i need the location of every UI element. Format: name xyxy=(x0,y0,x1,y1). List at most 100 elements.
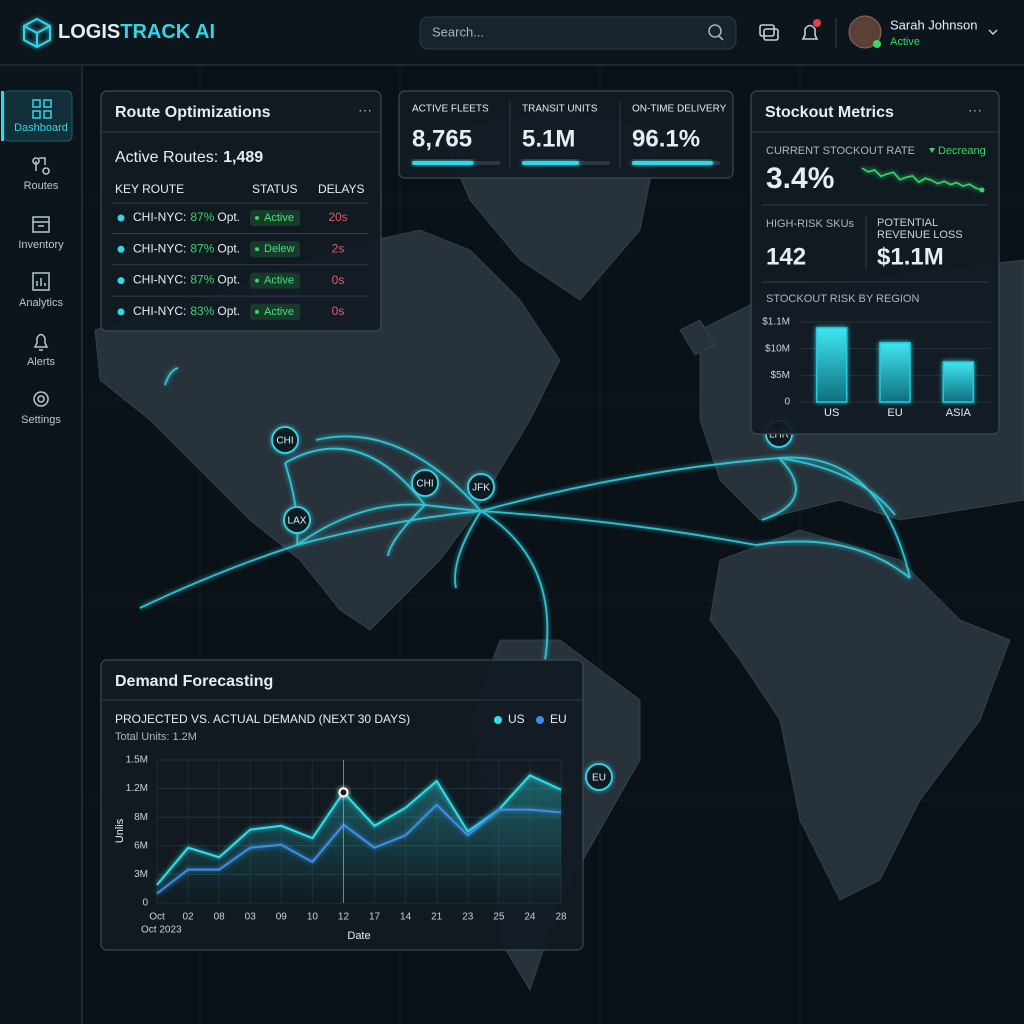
kpi-progress xyxy=(522,161,580,165)
panel-title: Demand Forecasting xyxy=(115,673,273,690)
panel-title: Route Optimizations xyxy=(115,104,271,121)
logo-text: LOGIS xyxy=(58,21,120,43)
sidebar xyxy=(0,66,82,1024)
legend-label: US xyxy=(508,712,525,726)
x-tick-label: 23 xyxy=(462,912,474,923)
column-header: STATUS xyxy=(252,182,298,196)
route-opt: Opt. xyxy=(217,210,240,224)
sidebar-icon xyxy=(33,333,49,351)
status-pill xyxy=(250,210,300,226)
y-tick-label: $1.1M xyxy=(762,317,790,328)
bar xyxy=(879,342,911,403)
route-dot xyxy=(117,245,125,253)
y-tick-label: 0 xyxy=(142,898,148,909)
x-tick-label: 12 xyxy=(338,912,350,923)
route-id: CHI-NYC: xyxy=(133,210,186,224)
y-tick-label: 3M xyxy=(134,869,148,880)
x-tick-label: 28 xyxy=(555,912,567,923)
chat-icon[interactable] xyxy=(759,24,779,41)
search-placeholder: Search... xyxy=(432,24,484,39)
delay-text: 2s xyxy=(332,241,345,255)
kpis: ACTIVE FLEETS 8,765 TRANSIT UNITS 5.1M ON-TI… xyxy=(412,104,727,165)
x-tick-label: 09 xyxy=(276,912,288,923)
y-tick-label: $5M xyxy=(771,370,790,381)
status-text: Active xyxy=(264,212,294,224)
legend-swatch xyxy=(536,716,544,724)
metric-label-box: POTENTIAL REVENUE LOSS xyxy=(877,217,963,241)
kpi-value: 8,765 xyxy=(412,125,472,152)
sidebar-label[interactable]: Settings xyxy=(21,414,61,426)
avatar[interactable] xyxy=(848,15,882,49)
sparkline xyxy=(861,167,983,191)
x-tick-label: ASIA xyxy=(946,407,972,419)
kpi-progress xyxy=(632,161,713,165)
map-label: LAX xyxy=(288,516,307,527)
logo-icon xyxy=(23,17,51,49)
x-tick-label: 08 xyxy=(214,912,226,923)
kpi-label: ON-TIME DELIVERY xyxy=(632,104,727,115)
status-dot xyxy=(255,278,259,283)
route-text: CHI-NYC: 83% Opt. xyxy=(133,304,240,318)
y-tick-label: 0 xyxy=(784,397,790,408)
logo-text: TRACK AI xyxy=(120,21,215,43)
map-label: CHI xyxy=(276,436,293,447)
x-tick-label: 17 xyxy=(369,912,381,923)
map-label: LHR xyxy=(769,430,789,441)
metric-label: HIGH-RISK SKUs xyxy=(766,218,855,230)
trend-arrow xyxy=(929,148,935,153)
route-opt: Opt. xyxy=(217,304,240,318)
y-axis-label: Unlis xyxy=(114,818,126,843)
series-area xyxy=(157,775,561,903)
kpi-label: TRANSIT UNITS xyxy=(522,104,598,115)
series-line xyxy=(156,803,562,895)
route-text: CHI-NYC: 87% Opt. xyxy=(133,210,240,224)
kpi-progress xyxy=(412,161,474,165)
logo: LOGISTRACK AI xyxy=(58,21,215,43)
panel-menu[interactable]: ··· xyxy=(358,102,372,118)
kpi-value: 5.1M xyxy=(522,125,575,152)
x-tick-label: 25 xyxy=(493,912,505,923)
sidebar-label[interactable]: Routes xyxy=(24,180,59,192)
x-tick-label: 10 xyxy=(307,912,319,923)
x-tick-label: 24 xyxy=(524,912,536,923)
sidebar-icon xyxy=(32,272,50,291)
sparkline-end xyxy=(979,187,985,193)
bar xyxy=(815,327,848,403)
user-menu-chevron[interactable] xyxy=(988,29,998,36)
route-opt: Opt. xyxy=(217,273,240,287)
delay-text: 0s xyxy=(332,304,345,318)
hover-point xyxy=(338,787,349,798)
active-routes-label: Active Routes: xyxy=(115,149,218,166)
y-tick-label: 1.2M xyxy=(126,783,148,794)
kpi-panel xyxy=(398,90,734,179)
route-id: CHI-NYC: xyxy=(133,241,186,255)
x-tick-label: US xyxy=(824,407,839,419)
x-tick-label: 21 xyxy=(431,912,443,923)
sidebar-label[interactable]: Analytics xyxy=(19,297,64,309)
status-pill xyxy=(250,303,300,320)
x-sublabel: Oct 2023 xyxy=(141,925,182,936)
sidebar-label[interactable]: Inventory xyxy=(18,239,64,251)
panel-menu[interactable]: ··· xyxy=(968,102,982,118)
user-status: Active xyxy=(890,36,920,48)
status-dot xyxy=(873,40,881,48)
bell-icon[interactable] xyxy=(801,19,821,40)
sidebar-items: Dashboard Routes Inventory Analytics Alerts S… xyxy=(14,99,68,426)
search-icon xyxy=(708,24,724,41)
route-id: CHI-NYC: xyxy=(133,273,186,287)
x-tick-label: Oct xyxy=(149,912,165,923)
status-text: Active xyxy=(264,275,294,287)
delay-text: 0s xyxy=(332,273,345,287)
search-box[interactable] xyxy=(419,16,737,50)
route-pct: 83% xyxy=(190,304,214,318)
line-chart: 0 3M 6M 8M 1.2M 1.5M Oct 02 08 03 09 10 12 17 14 21 23 25… xyxy=(114,712,567,942)
route-pct: 87% xyxy=(190,273,214,287)
status-text: Delew xyxy=(264,243,295,255)
sidebar-icon xyxy=(32,157,50,175)
metric-label: CURRENT STOCKOUT RATE xyxy=(766,145,915,157)
sidebar-label[interactable]: Dashboard xyxy=(14,122,68,134)
sidebar-label[interactable]: Alerts xyxy=(27,356,56,368)
column-header: KEY ROUTE xyxy=(115,182,184,196)
column-header: DELAYS xyxy=(318,182,364,196)
